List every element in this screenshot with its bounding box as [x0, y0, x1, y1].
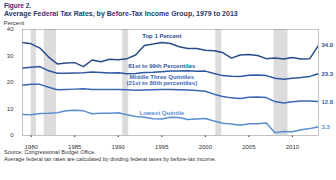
- svg-text:23.3: 23.3: [322, 71, 334, 77]
- svg-text:30: 30: [7, 53, 14, 59]
- svg-text:Lowest Quintile: Lowest Quintile: [139, 110, 184, 116]
- svg-text:0: 0: [10, 132, 14, 138]
- svg-text:34.0: 34.0: [322, 42, 334, 48]
- html-text:Average federal tax rates are: Average federal tax rates are calculated…: [4, 156, 217, 162]
- svg-text:1995: 1995: [155, 144, 169, 149]
- svg-text:2000: 2000: [199, 144, 213, 149]
- svg-text:1980: 1980: [25, 144, 39, 149]
- svg-text:Percent: Percent: [4, 20, 25, 26]
- svg-text:12.8: 12.8: [322, 99, 334, 105]
- svg-text:20: 20: [7, 79, 14, 85]
- svg-text:Middle Three Quintiles(21st to: Middle Three Quintiles(21st to 80th perc…: [126, 74, 197, 86]
- html-text:Source: Congressional Budget O: Source: Congressional Budget Office.: [4, 149, 96, 155]
- svg-text:40: 40: [7, 26, 14, 32]
- svg-text:3.3: 3.3: [322, 124, 331, 130]
- svg-text:1990: 1990: [112, 144, 126, 149]
- svg-text:1985: 1985: [68, 144, 82, 149]
- svg-text:2010: 2010: [286, 144, 300, 149]
- html-text:Figure 2.: Figure 2.: [4, 2, 32, 9]
- svg-text:81st to 99th Percentiles: 81st to 99th Percentiles: [128, 63, 196, 69]
- html-text:Average Federal Tax Rates, by: Average Federal Tax Rates, by Before-Tax…: [4, 10, 238, 17]
- svg-text:10: 10: [7, 106, 14, 112]
- svg-text:2005: 2005: [242, 144, 256, 149]
- svg-text:Top 1 Percent: Top 1 Percent: [142, 33, 181, 39]
